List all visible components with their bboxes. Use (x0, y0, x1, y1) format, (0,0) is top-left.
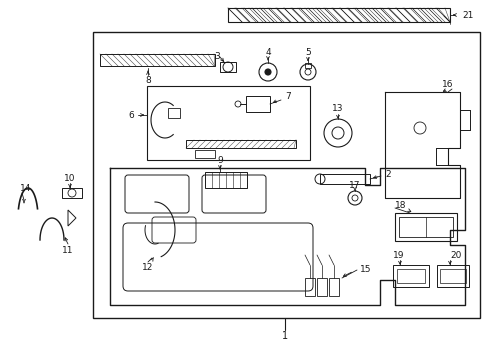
Text: 15: 15 (359, 266, 371, 274)
Text: 5: 5 (305, 48, 310, 57)
Bar (62, 188, 82, 198)
Text: 17: 17 (348, 180, 360, 189)
Text: 7: 7 (285, 91, 290, 100)
Text: 21: 21 (461, 10, 472, 19)
Bar (245, 96, 269, 112)
Bar (328, 278, 338, 296)
Bar (305, 278, 314, 296)
Text: 11: 11 (62, 246, 74, 255)
Bar (93, 32, 479, 318)
Text: 16: 16 (441, 80, 453, 89)
Text: 1: 1 (282, 331, 287, 341)
Bar (195, 150, 215, 158)
Text: 3: 3 (214, 51, 220, 60)
Text: 13: 13 (331, 104, 343, 113)
Text: 4: 4 (264, 48, 270, 57)
Text: 20: 20 (449, 252, 461, 261)
Text: 18: 18 (394, 201, 406, 210)
Circle shape (264, 69, 270, 75)
Bar (394, 213, 456, 241)
Text: 6: 6 (128, 111, 134, 120)
Bar (392, 265, 428, 287)
Bar (147, 86, 309, 160)
Bar (185, 140, 295, 148)
Text: 14: 14 (20, 184, 31, 193)
Bar (436, 265, 468, 287)
Text: 19: 19 (392, 252, 404, 261)
Text: 10: 10 (64, 174, 76, 183)
Text: 8: 8 (145, 76, 151, 85)
Bar (439, 269, 465, 283)
Bar (227, 8, 449, 22)
Bar (396, 269, 424, 283)
Bar (100, 54, 215, 66)
Bar (398, 217, 452, 237)
Text: 12: 12 (142, 264, 153, 273)
Bar (305, 63, 310, 68)
Bar (204, 172, 246, 188)
Bar (319, 174, 369, 184)
Bar (168, 108, 180, 118)
Text: 2: 2 (384, 170, 390, 179)
Bar (316, 278, 326, 296)
Bar (220, 62, 236, 72)
Text: 9: 9 (217, 156, 223, 165)
